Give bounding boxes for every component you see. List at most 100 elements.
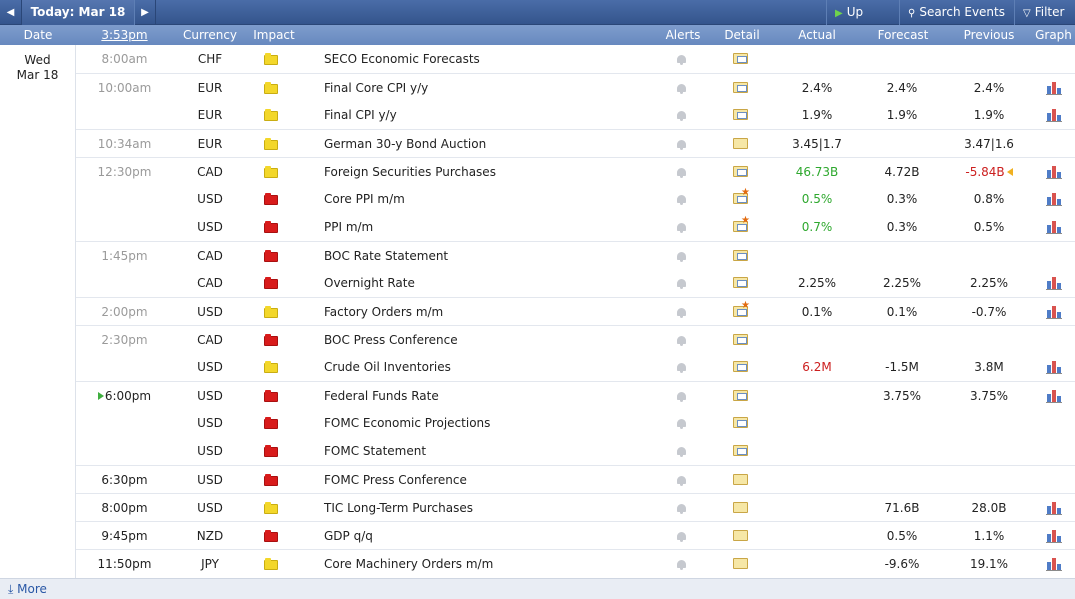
graph-button[interactable]: [1046, 550, 1062, 578]
alert-toggle[interactable]: [674, 494, 690, 522]
event-title[interactable]: Core Machinery Orders m/m: [324, 557, 494, 571]
graph-button[interactable]: [1046, 101, 1062, 129]
graph-button[interactable]: [1046, 213, 1062, 241]
detail-button[interactable]: ★: [732, 213, 750, 241]
alert-toggle[interactable]: [674, 45, 690, 73]
alert-toggle[interactable]: [674, 466, 690, 494]
detail-button[interactable]: [732, 130, 750, 158]
event-title[interactable]: Final Core CPI y/y: [324, 81, 429, 95]
alert-toggle[interactable]: [674, 130, 690, 158]
alert-toggle[interactable]: [674, 550, 690, 578]
detail-button[interactable]: ★: [732, 298, 750, 326]
event-title[interactable]: Federal Funds Rate: [324, 389, 439, 403]
event-title[interactable]: PPI m/m: [324, 220, 374, 234]
alert-toggle[interactable]: [674, 298, 690, 326]
graph-button[interactable]: [1046, 158, 1062, 186]
event-row[interactable]: 12:30pm CAD Foreign Securities Purchases 46…: [76, 157, 1075, 185]
event-row[interactable]: 10:00am EUR Final Core CPI y/y 2.4% 2.4% 2.4%: [76, 73, 1075, 101]
event-title[interactable]: Final CPI y/y: [324, 108, 397, 122]
event-row[interactable]: 8:00pm USD TIC Long-Term Purchases 71.6B 28.…: [76, 493, 1075, 521]
event-row[interactable]: 8:00am CHF SECO Economic Forecasts: [76, 45, 1075, 73]
event-title[interactable]: Overnight Rate: [324, 276, 415, 290]
graph-button[interactable]: [1046, 269, 1062, 297]
up-next-button[interactable]: ▶Up Next: [826, 0, 899, 45]
detail-button[interactable]: [732, 158, 750, 186]
column-impact: Impact: [253, 28, 295, 42]
detail-button[interactable]: [732, 326, 750, 354]
alert-toggle[interactable]: [674, 269, 690, 297]
event-row[interactable]: EUR Final CPI y/y 1.9% 1.9% 1.9%: [76, 101, 1075, 129]
filter-button[interactable]: ▽ Filter: [1014, 0, 1075, 25]
detail-button[interactable]: [732, 269, 750, 297]
event-row[interactable]: USD PPI m/m ★ 0.7% 0.3% 0.5%: [76, 213, 1075, 241]
event-title[interactable]: FOMC Economic Projections: [324, 416, 491, 430]
event-title[interactable]: BOC Press Conference: [324, 333, 458, 347]
detail-button[interactable]: [732, 382, 750, 410]
alert-toggle[interactable]: [674, 242, 690, 270]
event-title[interactable]: GDP q/q: [324, 529, 373, 543]
alert-toggle[interactable]: [674, 158, 690, 186]
event-title[interactable]: BOC Rate Statement: [324, 249, 449, 263]
search-events-button[interactable]: ⚲ Search Events: [899, 0, 1014, 25]
event-row[interactable]: 1:45pm CAD BOC Rate Statement: [76, 241, 1075, 269]
event-row[interactable]: 2:30pm CAD BOC Press Conference: [76, 325, 1075, 353]
detail-folder-icon: [733, 109, 748, 120]
alert-toggle[interactable]: [674, 353, 690, 381]
alert-toggle[interactable]: [674, 522, 690, 550]
graph-button[interactable]: [1046, 494, 1062, 522]
event-title[interactable]: German 30-y Bond Auction: [324, 137, 487, 151]
detail-button[interactable]: [732, 494, 750, 522]
event-title[interactable]: Factory Orders m/m: [324, 305, 444, 319]
alert-toggle[interactable]: [674, 213, 690, 241]
event-row[interactable]: 6:00pm USD Federal Funds Rate 3.75% 3.75%: [76, 381, 1075, 409]
event-title[interactable]: FOMC Statement: [324, 444, 427, 458]
detail-button[interactable]: [732, 353, 750, 381]
detail-button[interactable]: [732, 409, 750, 437]
event-title[interactable]: Foreign Securities Purchases: [324, 165, 496, 179]
event-title[interactable]: TIC Long-Term Purchases: [324, 501, 473, 515]
today-button[interactable]: Today: Mar 18: [22, 0, 134, 25]
alert-toggle[interactable]: [674, 185, 690, 213]
more-button[interactable]: ⤓ More: [8, 579, 47, 599]
graph-button[interactable]: [1046, 185, 1062, 213]
event-row[interactable]: USD Core PPI m/m ★ 0.5% 0.3% 0.8%: [76, 185, 1075, 213]
graph-button[interactable]: [1046, 353, 1062, 381]
graph-button[interactable]: [1046, 382, 1062, 410]
alert-toggle[interactable]: [674, 409, 690, 437]
graph-button[interactable]: [1046, 298, 1062, 326]
detail-button[interactable]: ★: [732, 185, 750, 213]
event-row[interactable]: USD FOMC Statement: [76, 437, 1075, 465]
current-time-link[interactable]: 3:53pm: [101, 28, 148, 42]
alert-toggle[interactable]: [674, 382, 690, 410]
alert-toggle[interactable]: [674, 74, 690, 102]
detail-button[interactable]: [732, 437, 750, 465]
graph-button[interactable]: [1046, 522, 1062, 550]
event-row[interactable]: 10:34am EUR German 30-y Bond Auction 3.45|1…: [76, 129, 1075, 157]
detail-button[interactable]: [732, 45, 750, 73]
event-title[interactable]: FOMC Press Conference: [324, 473, 467, 487]
event-row[interactable]: USD Crude Oil Inventories 6.2M -1.5M 3.8M: [76, 353, 1075, 381]
event-row[interactable]: CAD Overnight Rate 2.25% 2.25% 2.25%: [76, 269, 1075, 297]
event-row[interactable]: 2:00pm USD Factory Orders m/m ★ 0.1% 0.1% -0.7…: [76, 297, 1075, 325]
event-row[interactable]: USD FOMC Economic Projections: [76, 409, 1075, 437]
alert-toggle[interactable]: [674, 326, 690, 354]
detail-button[interactable]: [732, 242, 750, 270]
detail-button[interactable]: [732, 522, 750, 550]
alert-toggle[interactable]: [674, 101, 690, 129]
event-row[interactable]: 11:50pm JPY Core Machinery Orders m/m -9.6%…: [76, 549, 1075, 577]
previous-day-button[interactable]: ◀: [0, 0, 22, 25]
event-row[interactable]: 6:30pm USD FOMC Press Conference: [76, 465, 1075, 493]
detail-button[interactable]: [732, 550, 750, 578]
event-title[interactable]: Crude Oil Inventories: [324, 360, 451, 374]
graph-button[interactable]: [1046, 74, 1062, 102]
event-title[interactable]: Core PPI m/m: [324, 192, 405, 206]
event-row[interactable]: 9:45pm NZD GDP q/q 0.5% 1.1%: [76, 521, 1075, 549]
next-day-button[interactable]: ▶: [134, 0, 156, 25]
column-actual: Actual: [798, 28, 836, 42]
detail-button[interactable]: [732, 466, 750, 494]
high-impact-icon: [264, 334, 278, 346]
alert-toggle[interactable]: [674, 437, 690, 465]
detail-button[interactable]: [732, 101, 750, 129]
event-title[interactable]: SECO Economic Forecasts: [324, 52, 480, 66]
detail-button[interactable]: [732, 74, 750, 102]
